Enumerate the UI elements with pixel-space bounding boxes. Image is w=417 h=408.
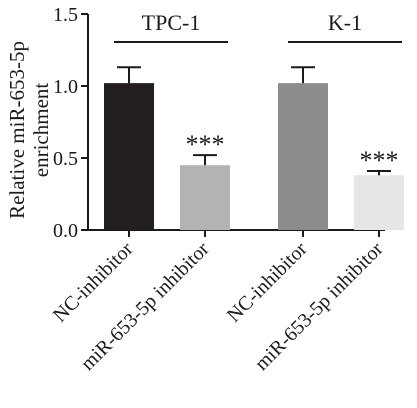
y-tick-label: 0.0 [53,220,78,242]
group-label: K-1 [328,10,362,35]
x-tick-label: miR-653-5p inhibitor [251,238,388,375]
significance-label: *** [360,146,399,175]
significance-label: *** [186,130,225,159]
group-labels: TPC-1 K-1 [114,10,402,43]
bar [180,165,230,230]
y-tick-label: 1.0 [53,76,78,98]
y-axis-label: Relative miR-653-5p enrichment [5,41,53,219]
bar [278,83,328,231]
bars: *** *** [104,66,404,231]
y-axis-label-line2: enrichment [29,83,53,178]
y-tick-label: 0.5 [53,148,78,170]
x-tick-label: miR-653-5p inhibitor [77,238,214,375]
y-tick-label: 1.5 [53,4,78,26]
bar [354,175,404,230]
bar [104,83,154,231]
group-label: TPC-1 [142,10,201,35]
y-axis-label-line1: Relative miR-653-5p [5,41,29,219]
